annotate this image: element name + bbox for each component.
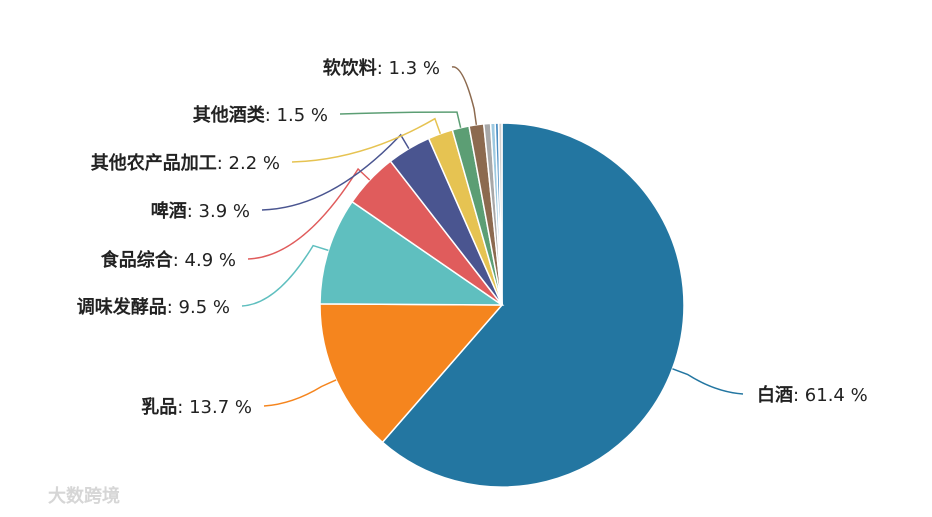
slice-value-label: 1.3 % — [389, 58, 440, 79]
label-separator: : — [793, 385, 805, 406]
label-separator: : — [217, 153, 229, 174]
label-separator: : — [187, 201, 199, 222]
pie-slice — [381, 122, 685, 488]
slice-value-label: 13.7 % — [189, 397, 252, 418]
slice-value-label: 61.4 % — [805, 385, 868, 406]
leader-line — [263, 379, 337, 407]
label-separator: : — [377, 58, 389, 79]
slice-label: 其他农产品加工: 2.2 % — [91, 152, 280, 174]
slice-label: 啤酒: 3.9 % — [151, 200, 250, 222]
slice-value-label: 2.2 % — [229, 153, 280, 174]
slice-value-label: 9.5 % — [179, 297, 230, 318]
label-separator: : — [265, 105, 277, 126]
slice-category: 软饮料 — [323, 57, 377, 79]
leader-line — [451, 66, 478, 125]
label-separator: : — [173, 250, 185, 271]
slice-category: 啤酒 — [151, 200, 187, 222]
leader-line — [339, 111, 462, 128]
slice-value-label: 1.5 % — [277, 105, 328, 126]
watermark: 大数跨境 — [48, 485, 120, 507]
slice-label: 其他酒类: 1.5 % — [193, 104, 328, 126]
leader-line — [261, 133, 410, 211]
slice-label: 白酒: 61.4 % — [757, 384, 868, 406]
leader-line — [241, 244, 329, 307]
slice-value-label: 3.9 % — [199, 201, 250, 222]
slice-category: 调味发酵品 — [77, 296, 167, 318]
slice-category: 其他酒类 — [193, 104, 266, 126]
leader-line — [291, 117, 442, 163]
pie-slice — [319, 200, 505, 306]
label-separator: : — [167, 297, 179, 318]
pie-slice — [497, 122, 503, 306]
slice-value-label: 4.9 % — [185, 250, 236, 271]
slice-category: 乳品 — [141, 397, 177, 418]
slice-label: 食品综合: 4.9 % — [100, 249, 236, 271]
slice-category: 食品综合 — [100, 249, 174, 271]
slice-label: 调味发酵品: 9.5 % — [77, 296, 230, 318]
slice-label: 乳品: 13.7 % — [141, 397, 252, 418]
label-separator: : — [177, 397, 189, 418]
slice-label: 软饮料: 1.3 % — [323, 57, 440, 79]
slice-category: 其他农产品加工 — [91, 152, 217, 174]
slice-category: 白酒 — [757, 384, 793, 406]
leader-line — [672, 368, 744, 395]
